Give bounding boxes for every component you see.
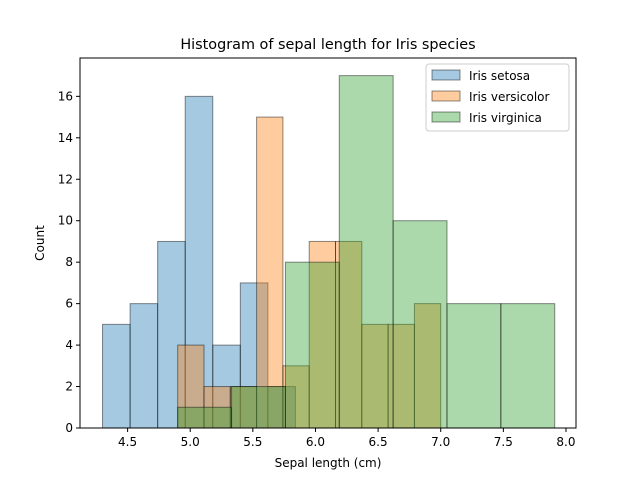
x-tick-label: 5.5 (243, 435, 262, 449)
bar-series-1-bin-2 (229, 386, 258, 429)
y-tick-label: 4 (65, 338, 73, 352)
y-tick-label: 12 (58, 172, 73, 186)
legend-box (425, 63, 570, 132)
bar-series-1-bin-7 (361, 323, 389, 429)
y-tick-label: 10 (58, 214, 73, 228)
bar-series-0-bin-2 (157, 240, 186, 429)
legend-swatch (431, 69, 461, 81)
x-tick-label: 5.0 (181, 435, 200, 449)
y-tick-label: 16 (58, 89, 73, 103)
y-tick-label: 6 (65, 297, 73, 311)
bar-series-2-bin-1 (231, 386, 286, 429)
legend-label: Iris versicolor (469, 90, 549, 104)
bar-series-1-bin-6 (335, 240, 363, 429)
plot-frame (79, 57, 577, 429)
bar-series-2-bin-0 (177, 406, 233, 429)
chart-title: Histogram of sepal length for Iris speci… (180, 37, 475, 53)
x-tick-label: 7.0 (431, 435, 450, 449)
bar-series-1-bin-9 (413, 303, 442, 429)
bar-series-1-bin-1 (203, 386, 231, 429)
legend-label: Iris virginica (469, 111, 542, 125)
bar-series-1-bin-3 (256, 116, 284, 429)
y-axis-label: Count (33, 225, 47, 261)
legend-swatch (431, 111, 461, 123)
bar-series-1-bin-0 (177, 344, 205, 429)
x-tick-label: 7.5 (494, 435, 513, 449)
bar-series-2-bin-2 (284, 261, 340, 429)
bar-series-1-bin-4 (282, 365, 310, 429)
bar-series-2-bin-5 (446, 303, 502, 429)
legend: Iris setosa Iris versicolor Iris virginica (425, 63, 570, 132)
x-tick-label: 4.5 (118, 435, 137, 449)
legend-label: Iris setosa (469, 69, 530, 83)
bar-series-2-bin-3 (338, 75, 394, 429)
bar-series-2-bin-4 (392, 220, 448, 429)
bar-series-1-bin-5 (308, 240, 337, 429)
x-axis-ticks: 4.5 5.0 5.5 6.0 6.5 7.0 7.5 8.0 (118, 428, 576, 449)
bar-series-0-bin-6 (267, 386, 296, 429)
x-tick-label: 6.0 (306, 435, 325, 449)
x-tick-label: 8.0 (556, 435, 575, 449)
x-tick-label: 6.5 (369, 435, 388, 449)
y-tick-label: 14 (58, 131, 73, 145)
y-tick-label: 2 (65, 380, 73, 394)
bar-series-1-bin-8 (387, 323, 415, 429)
y-tick-label: 0 (65, 421, 73, 435)
legend-swatch (431, 90, 461, 102)
y-axis-ticks: 0 2 4 6 8 10 12 14 16 (58, 89, 80, 435)
y-tick-label: 8 (65, 255, 73, 269)
x-axis-label: Sepal length (cm) (275, 456, 382, 470)
bar-series-0-bin-0 (102, 323, 131, 429)
bar-series-2-bin-6 (500, 303, 556, 429)
bars-layer (102, 75, 556, 429)
bar-series-0-bin-1 (129, 303, 159, 429)
